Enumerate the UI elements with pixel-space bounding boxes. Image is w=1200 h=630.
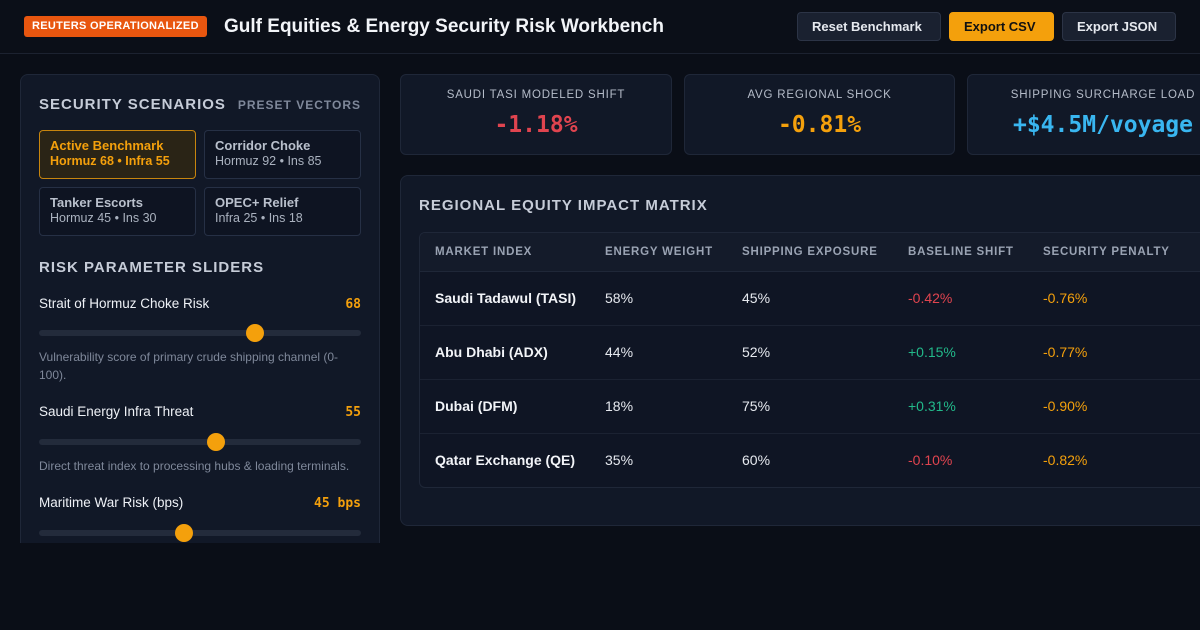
scenarios-heading: SECURITY SCENARIOS — [39, 96, 226, 113]
kpi-card-tasi-shift: SAUDI TASI MODELED SHIFT -1.18% — [400, 74, 672, 155]
scenario-name: OPEC+ Relief — [215, 195, 299, 210]
security-penalty-cell: -0.77% — [1043, 344, 1088, 360]
scenario-values: Hormuz 45 • Ins 30 — [50, 211, 157, 225]
column-header-security-penalty[interactable]: SECURITY PENALTY — [1043, 246, 1170, 258]
baseline-shift-cell: +0.15% — [908, 344, 956, 360]
kpi-value: -0.81% — [777, 112, 862, 138]
kpi-label: SAUDI TASI MODELED SHIFT — [446, 89, 626, 101]
energy-weight-cell: 44% — [605, 344, 634, 360]
scenario-card-corridor-choke[interactable]: Corridor Choke Hormuz 92 • Ins 85 — [204, 130, 361, 179]
infra-threat-value: 55 — [345, 405, 361, 420]
market-index-cell: Dubai (DFM) — [435, 398, 518, 414]
matrix-title: REGIONAL EQUITY IMPACT MATRIX — [419, 197, 708, 214]
baseline-shift-cell: +0.31% — [908, 398, 956, 414]
top-bar: REUTERS OPERATIONALIZED Gulf Equities & … — [0, 0, 1200, 54]
infra-threat-description: Direct threat index to processing hubs &… — [39, 459, 350, 473]
hormuz-risk-label: Strait of Hormuz Choke Risk — [39, 296, 210, 311]
scenario-card-opec-relief[interactable]: OPEC+ Relief Infra 25 • Ins 18 — [204, 187, 361, 236]
column-header-shipping-exposure[interactable]: SHIPPING EXPOSURE — [742, 246, 878, 258]
scenario-card-active-benchmark[interactable]: Active Benchmark Hormuz 68 • Infra 55 — [39, 130, 196, 179]
war-risk-label: Maritime War Risk (bps) — [39, 495, 184, 510]
column-header-energy-weight[interactable]: ENERGY WEIGHT — [605, 246, 713, 258]
reset-benchmark-button[interactable]: Reset Benchmark — [797, 12, 941, 41]
export-json-button[interactable]: Export JSON — [1062, 12, 1176, 41]
scenario-name: Tanker Escorts — [50, 195, 143, 210]
security-penalty-cell: -0.90% — [1043, 398, 1088, 414]
kpi-card-regional-shock: AVG REGIONAL SHOCK -0.81% — [684, 74, 955, 155]
kpi-label: AVG REGIONAL SHOCK — [747, 89, 892, 101]
page-title: Gulf Equities & Energy Security Risk Wor… — [224, 16, 664, 37]
scenario-name: Active Benchmark — [50, 138, 164, 153]
source-badge: REUTERS OPERATIONALIZED — [24, 16, 207, 37]
war-risk-value: 45 bps — [314, 496, 361, 511]
energy-weight-cell: 18% — [605, 398, 634, 414]
market-index-cell: Saudi Tadawul (TASI) — [435, 290, 577, 306]
column-header-market-index[interactable]: MARKET INDEX — [435, 246, 533, 258]
security-penalty-cell: -0.82% — [1043, 452, 1088, 468]
shipping-exposure-cell: 52% — [742, 344, 771, 360]
scenario-name: Corridor Choke — [215, 138, 311, 153]
energy-weight-cell: 58% — [605, 290, 634, 306]
security-penalty-cell: -0.76% — [1043, 290, 1088, 306]
slider-thumb[interactable] — [245, 324, 264, 342]
scenario-values: Infra 25 • Ins 18 — [215, 211, 303, 225]
market-index-cell: Qatar Exchange (QE) — [435, 452, 576, 468]
export-csv-button[interactable]: Export CSV — [949, 12, 1054, 41]
hormuz-risk-value: 68 — [345, 297, 361, 312]
preset-vectors-link[interactable]: PRESET VECTORS — [237, 98, 361, 112]
column-header-baseline-shift[interactable]: BASELINE SHIFT — [908, 246, 1014, 258]
hormuz-risk-slider[interactable] — [39, 324, 361, 342]
market-index-cell: Abu Dhabi (ADX) — [435, 344, 548, 360]
table-row[interactable]: Abu Dhabi (ADX) 44% 52% +0.15% -0.77% — [420, 326, 1200, 380]
table-row[interactable]: Dubai (DFM) 18% 75% +0.31% -0.90% — [420, 380, 1200, 434]
baseline-shift-cell: -0.10% — [908, 452, 953, 468]
infra-threat-slider[interactable] — [39, 433, 361, 451]
table-row[interactable]: Qatar Exchange (QE) 35% 60% -0.10% -0.82… — [420, 434, 1200, 487]
impact-table: MARKET INDEX ENERGY WEIGHT SHIPPING EXPO… — [419, 232, 1200, 488]
kpi-label: SHIPPING SURCHARGE LOAD — [1010, 89, 1196, 101]
shipping-exposure-cell: 45% — [742, 290, 771, 306]
slider-thumb[interactable] — [207, 433, 226, 451]
kpi-value: +$4.5M/voyage — [1012, 112, 1193, 138]
infra-threat-label: Saudi Energy Infra Threat — [39, 404, 194, 419]
slider-thumb[interactable] — [174, 524, 193, 542]
sliders-heading: RISK PARAMETER SLIDERS — [39, 259, 265, 276]
war-risk-slider[interactable] — [39, 524, 361, 542]
table-header: MARKET INDEX ENERGY WEIGHT SHIPPING EXPO… — [420, 233, 1200, 272]
shipping-exposure-cell: 75% — [742, 398, 771, 414]
table-row[interactable]: Saudi Tadawul (TASI) 58% 45% -0.42% -0.7… — [420, 272, 1200, 326]
scenario-panel: SECURITY SCENARIOS PRESET VECTORS Active… — [20, 74, 380, 543]
baseline-shift-cell: -0.42% — [908, 290, 953, 306]
scenario-values: Hormuz 68 • Infra 55 — [50, 154, 170, 168]
kpi-value: -1.18% — [494, 112, 578, 138]
kpi-card-shipping-surcharge: SHIPPING SURCHARGE LOAD +$4.5M/voyage — [967, 74, 1200, 155]
shipping-exposure-cell: 60% — [742, 452, 771, 468]
equity-impact-matrix-panel: REGIONAL EQUITY IMPACT MATRIX MARKET IND… — [400, 175, 1200, 526]
hormuz-risk-description: Vulnerability score of primary crude shi… — [39, 350, 339, 382]
scenario-card-tanker-escorts[interactable]: Tanker Escorts Hormuz 45 • Ins 30 — [39, 187, 196, 236]
scenario-values: Hormuz 92 • Ins 85 — [215, 154, 322, 168]
energy-weight-cell: 35% — [605, 452, 634, 468]
